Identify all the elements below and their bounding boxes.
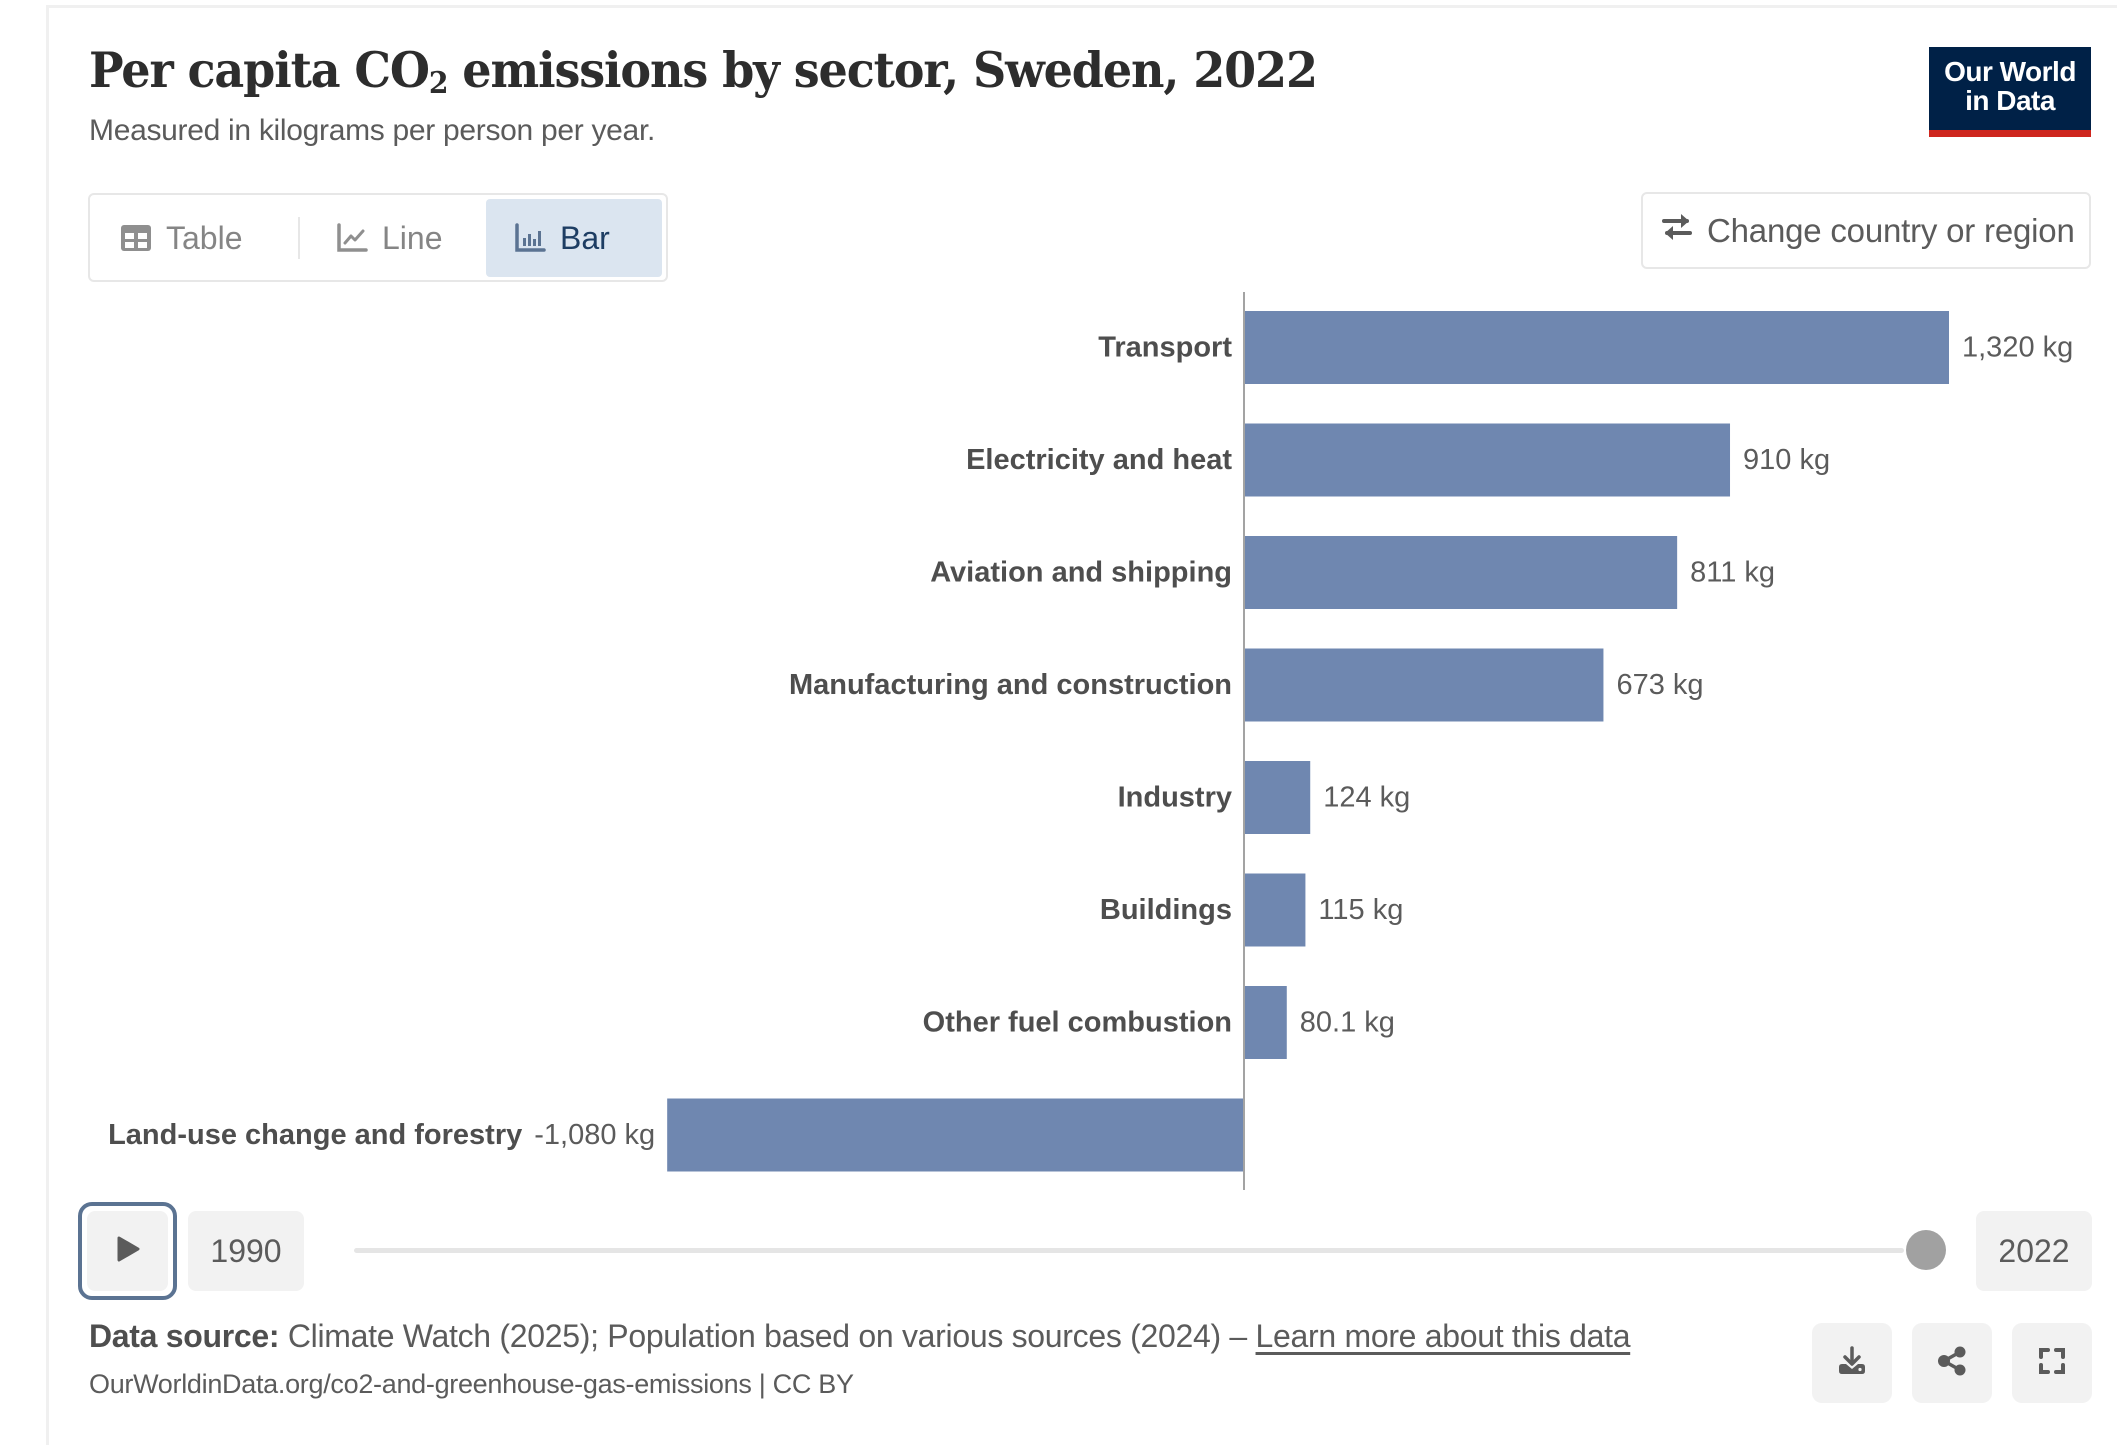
source-label: Data source: [89,1318,280,1354]
share-icon [1936,1345,1968,1382]
tab-line[interactable]: Line [336,199,443,277]
category-label: Transport [1098,332,1232,364]
title-text: Per capita CO [89,41,430,99]
download-icon [1836,1345,1868,1382]
share-button[interactable] [1912,1323,1992,1403]
line-chart-icon [336,223,368,253]
download-button[interactable] [1812,1323,1892,1403]
value-label: 115 kg [1318,894,1403,926]
value-label: 673 kg [1616,669,1703,701]
category-label: Electricity and heat [966,444,1232,476]
fullscreen-icon [2038,1347,2066,1380]
bar-manufacturing-and-construction[interactable] [1244,648,1604,722]
chart-type-tabs: Table Line Bar [88,193,668,282]
tab-label: Bar [560,219,610,256]
bar-chart-icon [514,223,546,253]
category-label: Industry [1118,782,1232,814]
category-label: Land-use change and forestry [108,1119,522,1151]
fullscreen-button[interactable] [2012,1323,2092,1403]
change-country-button[interactable]: Change country or region [1641,192,2091,269]
chart-url-license: OurWorldinData.org/co2-and-greenhouse-ga… [89,1369,854,1399]
tab-table[interactable]: Table [120,199,243,277]
value-label: 124 kg [1323,782,1410,814]
swap-arrows-icon [1661,212,1693,250]
play-button[interactable] [87,1211,168,1291]
timeline-slider-thumb[interactable] [1906,1230,1946,1270]
tab-label: Line [382,219,443,256]
bar-transport[interactable] [1244,311,1949,384]
play-icon [115,1235,141,1268]
bar-land-use-change-and-forestry[interactable] [667,1098,1244,1172]
change-country-label: Change country or region [1707,211,2075,249]
value-label: -1,080 kg [534,1119,655,1151]
tab-label: Table [166,219,243,256]
data-source-line: Data source: Climate Watch (2025); Popul… [89,1318,1631,1355]
timeline-start-year[interactable]: 1990 [188,1211,304,1291]
value-label: 910 kg [1743,444,1830,476]
table-icon [120,224,152,252]
learn-more-link[interactable]: Learn more about this data [1255,1318,1631,1354]
bar-buildings[interactable] [1244,873,1306,947]
value-label: 811 kg [1690,557,1775,589]
category-label: Buildings [1100,894,1232,926]
timeline-slider-track[interactable] [354,1248,1904,1253]
logo-line-2: in Data [1965,85,2055,116]
bar-electricity-and-heat[interactable] [1244,423,1731,497]
category-label: Aviation and shipping [930,557,1232,589]
title-subscript: 2 [428,66,449,101]
category-label: Manufacturing and construction [789,669,1232,701]
value-label: 1,320 kg [1962,332,2073,364]
value-label: 80.1 kg [1300,1007,1395,1039]
tab-bar[interactable]: Bar [486,199,662,277]
chart-title: Per capita CO2 emissions by sector, Swed… [89,41,1318,101]
owid-logo[interactable]: Our World in Data [1929,47,2091,137]
bar-aviation-and-shipping[interactable] [1244,536,1678,609]
chart-card [46,5,2117,1445]
chart-subtitle: Measured in kilograms per person per yea… [89,114,656,147]
play-button-focus-ring [78,1202,177,1300]
logo-line-1: Our World [1944,56,2076,87]
bar-industry[interactable] [1244,761,1311,834]
timeline-end-year[interactable]: 2022 [1976,1211,2092,1291]
tab-divider [298,217,300,259]
category-label: Other fuel combustion [923,1007,1232,1039]
source-text: Climate Watch (2025); Population based o… [279,1318,1256,1354]
bar-other-fuel-combustion[interactable] [1244,986,1287,1059]
title-text-rest: emissions by sector, Sweden, 2022 [447,41,1318,99]
